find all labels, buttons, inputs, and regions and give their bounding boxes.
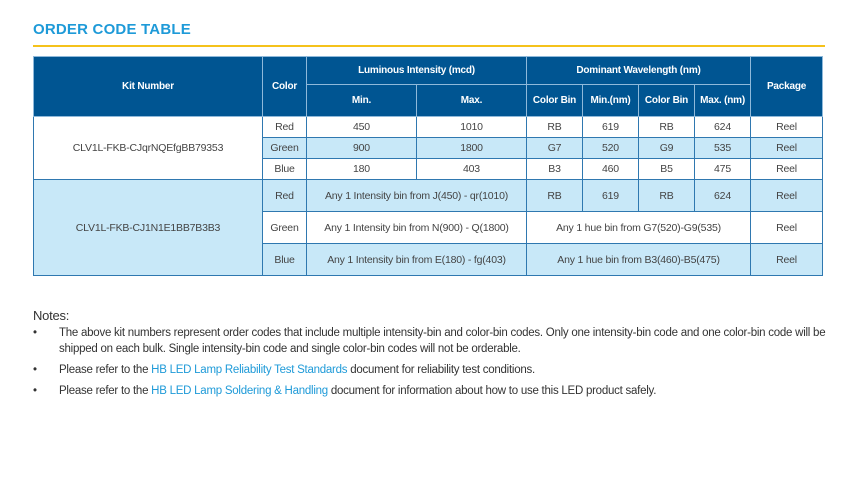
cell-bin2: RB: [638, 116, 695, 138]
cell-bin1: B3: [526, 158, 583, 180]
cell-bin1: RB: [526, 179, 583, 212]
cell-wmin: 619: [582, 179, 639, 212]
cell-min: 450: [306, 116, 417, 138]
header-package: Package: [750, 56, 824, 117]
cell-max: 403: [416, 158, 527, 180]
cell-intensity-range: Any 1 Intensity bin from E(180) - fg(403…: [306, 243, 527, 276]
cell-color: Red: [262, 179, 307, 212]
note-text: The above kit numbers represent order co…: [59, 327, 826, 355]
title-divider: [33, 45, 825, 47]
note-item: • Please refer to the HB LED Lamp Reliab…: [33, 362, 829, 378]
cell-bin2: RB: [638, 179, 695, 212]
notes-heading: Notes:: [33, 308, 70, 323]
cell-bin2: B5: [638, 158, 695, 180]
note-text: document for information about how to us…: [327, 385, 657, 397]
cell-bin1: G7: [526, 137, 583, 159]
header-color-bin: Color Bin: [526, 84, 583, 117]
header-color-bin: Color Bin: [638, 84, 695, 117]
cell-intensity-range: Any 1 Intensity bin from J(450) - qr(101…: [306, 179, 527, 212]
note-text: Please refer to the: [59, 364, 152, 376]
header-max-nm: Max. (nm): [693, 84, 752, 117]
header-kit-number: Kit Number: [33, 56, 263, 117]
cell-package: Reel: [750, 116, 824, 138]
header-min: Min.: [306, 84, 417, 117]
cell-min: 900: [306, 137, 417, 159]
bullet: •: [33, 385, 37, 397]
table-row: CLV1L-FKB-CJ1N1E1BB7B3B3 Red Any 1 Inten…: [33, 179, 824, 276]
kit-number: CLV1L-FKB-CJqrNQEfgBB79353: [33, 116, 263, 180]
cell-hue-range: Any 1 hue bin from B3(460)-B5(475): [525, 243, 752, 276]
notes-section: Notes: • The above kit numbers represent…: [33, 308, 829, 404]
cell-package: Reel: [750, 179, 824, 212]
cell-max: 1800: [416, 137, 527, 159]
cell-wmin: 460: [582, 158, 639, 180]
cell-wmin: 619: [582, 116, 639, 138]
header-max: Max.: [416, 84, 527, 117]
cell-wmax: 535: [693, 137, 752, 159]
soldering-handling-link[interactable]: HB LED Lamp Soldering & Handling: [151, 385, 328, 397]
note-item: • The above kit numbers represent order …: [33, 325, 829, 357]
header-min-nm: Min.(nm): [582, 84, 639, 117]
cell-max: 1010: [416, 116, 527, 138]
table-row: CLV1L-FKB-CJqrNQEfgBB79353 Red 450 1010 …: [33, 116, 824, 180]
cell-color: Red: [262, 116, 307, 138]
header-luminous-intensity: Luminous Intensity (mcd): [306, 56, 527, 85]
note-text: Please refer to the: [59, 385, 152, 397]
kit-number: CLV1L-FKB-CJ1N1E1BB7B3B3: [33, 179, 263, 276]
cell-package: Reel: [750, 243, 824, 276]
page-title: ORDER CODE TABLE: [33, 21, 191, 38]
cell-package: Reel: [750, 158, 824, 180]
note-text: document for reliability test conditions…: [347, 364, 535, 376]
cell-wmax: 624: [693, 116, 752, 138]
cell-color: Blue: [262, 158, 307, 180]
cell-min: 180: [306, 158, 417, 180]
cell-hue-range: Any 1 hue bin from G7(520)-G9(535): [525, 211, 752, 244]
cell-wmax: 624: [693, 179, 752, 212]
order-code-table: Kit Number Color Luminous Intensity (mcd…: [33, 56, 824, 276]
cell-package: Reel: [750, 137, 824, 159]
bullet: •: [33, 364, 37, 376]
cell-bin2: G9: [638, 137, 695, 159]
bullet: •: [33, 327, 37, 339]
cell-color: Blue: [262, 243, 307, 276]
cell-wmin: 520: [582, 137, 639, 159]
note-item: • Please refer to the HB LED Lamp Solder…: [33, 383, 829, 399]
reliability-standards-link[interactable]: HB LED Lamp Reliability Test Standards: [151, 364, 348, 376]
cell-wmax: 475: [693, 158, 752, 180]
cell-color: Green: [262, 211, 307, 244]
cell-color: Green: [262, 137, 307, 159]
header-color: Color: [262, 56, 307, 117]
cell-intensity-range: Any 1 Intensity bin from N(900) - Q(1800…: [306, 211, 527, 244]
cell-bin1: RB: [526, 116, 583, 138]
cell-package: Reel: [750, 211, 824, 244]
header-dominant-wavelength: Dominant Wavelength (nm): [525, 56, 752, 85]
